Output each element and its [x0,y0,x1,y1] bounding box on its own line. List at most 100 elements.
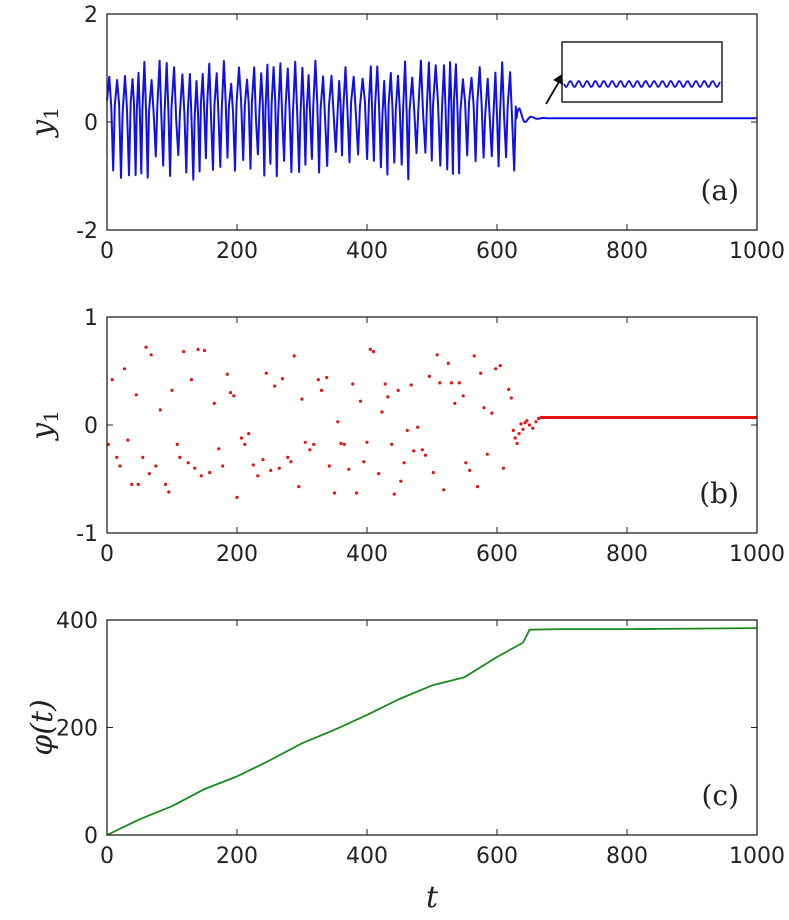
data-point [383,382,387,386]
y-tick-label: -1 [76,522,98,547]
data-point [336,420,340,424]
data-point [178,455,182,459]
data-point [208,470,212,475]
inset-box [561,41,723,103]
data-point [380,410,384,414]
x-tick-label: 600 [476,844,518,869]
data-point [355,491,359,495]
data-point [362,460,366,464]
data-point [147,472,151,476]
data-point [457,381,461,385]
data-point [196,347,200,351]
data-point [158,408,162,412]
x-axis-label: t [426,880,439,915]
x-tick-label: 400 [346,542,388,567]
data-point [482,406,486,410]
data-point [175,442,179,446]
data-point [251,463,255,467]
inset-line [563,79,721,89]
data-point [485,452,489,456]
data-point [423,453,428,457]
data-point [479,371,483,375]
data-point [494,367,498,371]
data-point [339,441,343,445]
data-point [527,423,532,427]
data-point [303,440,307,444]
data-point [319,388,324,392]
data-point [358,399,363,403]
x-tick-label: 1000 [729,239,785,264]
data-point [521,427,525,431]
data-point [509,396,513,400]
data-point [461,394,465,398]
data-point [239,436,244,440]
data-point [392,492,396,496]
data-point [490,411,494,415]
data-point [136,482,140,486]
x-tick-label: 800 [606,844,648,869]
x-tick-label: 600 [476,542,518,567]
data-point [235,495,239,499]
data-point [308,448,312,452]
data-point [134,393,138,397]
data-point [511,428,515,432]
y-axis-label: φ(t) [25,699,60,755]
data-point [517,432,521,436]
data-point [115,455,119,459]
data-point [468,468,472,472]
data-point [347,467,351,471]
data-point [427,374,431,378]
data-point [327,464,331,468]
data-point [396,388,400,392]
axes-box-c [106,619,758,836]
x-tick-label: 0 [100,542,114,567]
data-point [243,442,247,446]
data-point [277,466,281,470]
series-line-y1 [106,59,758,181]
inset-arrow [545,79,561,105]
data-point [126,438,130,442]
data-point [110,378,114,382]
data-point [199,474,203,478]
data-point [371,350,376,354]
data-point [351,382,355,386]
data-point [531,426,535,430]
x-tick-label: 600 [476,239,518,264]
data-point [507,387,511,391]
panel-c: 0 200 400 600 800 1000 0 200 400 φ(t) t (c) [25,609,785,915]
data-point [475,485,480,489]
data-point [232,394,236,398]
data-point [416,425,420,429]
y-axis-label: y1 [25,410,63,442]
data-point [193,466,197,470]
x-tick-label: 200 [216,542,258,567]
x-tick-label: 800 [606,239,648,264]
data-point [256,474,260,478]
data-point [442,488,446,492]
series-line-phi [106,627,758,836]
x-tick-label: 400 [346,844,388,869]
y-axis-label-subscript: 1 [39,107,63,120]
data-point [212,401,216,405]
data-point [316,378,320,382]
data-point [170,388,174,392]
panel-label: (c) [701,779,739,812]
data-point [368,347,372,351]
data-point [534,420,538,424]
inset-arrow-head [553,74,563,85]
y-tick-label: 200 [56,717,98,742]
data-point [297,485,301,489]
y-axis-label-subscript: 1 [39,410,63,423]
data-point [412,449,416,453]
x-tick-label: 200 [216,844,258,869]
data-point [217,447,221,451]
panel-label: (b) [699,477,739,510]
data-point [464,461,468,465]
data-point [501,466,506,470]
data-point [300,397,304,401]
data-point [515,441,519,445]
data-point [286,455,290,459]
data-point [386,395,390,399]
